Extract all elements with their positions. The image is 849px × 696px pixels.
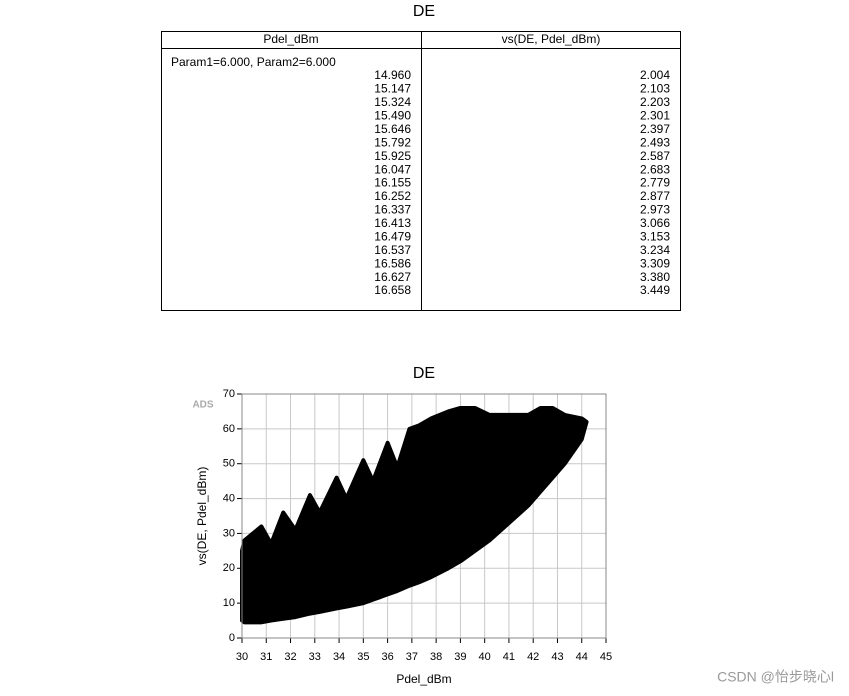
x-tick-label: 42 xyxy=(527,651,539,663)
table-rows: 14.960 2.004 15.147 2.103 15.324 2.203 15.490 2… xyxy=(374,68,670,297)
cell: 16.413 xyxy=(374,216,411,230)
y-tick-label: 10 xyxy=(223,597,235,609)
cell: 3.309 xyxy=(640,256,670,270)
cell: 16.658 xyxy=(374,283,411,297)
cell: 3.234 xyxy=(640,243,670,257)
cell: 2.973 xyxy=(640,203,670,217)
cell: 15.490 xyxy=(374,108,411,122)
plot-frame xyxy=(241,393,607,639)
cell: 16.586 xyxy=(374,256,411,270)
x-tick-label: 41 xyxy=(503,651,515,663)
cell: 2.779 xyxy=(640,176,670,190)
data-band xyxy=(240,405,589,625)
x-tick-label: 39 xyxy=(454,651,466,663)
cell: 3.066 xyxy=(640,216,670,230)
x-tick-label: 45 xyxy=(600,651,612,663)
column-header: Pdel_dBm xyxy=(263,32,318,46)
watermark: ADS xyxy=(192,400,213,411)
y-tick-label: 50 xyxy=(223,458,235,470)
y-tick-label: 30 xyxy=(223,527,235,539)
x-tick-label: 34 xyxy=(333,651,345,663)
cell: 15.792 xyxy=(374,135,411,149)
cell: 16.337 xyxy=(374,203,411,217)
cell: 15.925 xyxy=(374,149,411,163)
y-axis-label: vs(DE, Pdel_dBm) xyxy=(195,467,209,566)
plot: 30 31 32 33 34 35 36 37 38 39 40 41 42 43 44 45 0 10 20 30 4… xyxy=(223,388,612,663)
cell: 14.960 xyxy=(374,68,411,82)
x-tick-label: 32 xyxy=(284,651,296,663)
y-tick-label: 0 xyxy=(229,632,235,644)
cell: 2.587 xyxy=(640,149,670,163)
cell: 16.479 xyxy=(374,229,411,243)
x-axis-label: Pdel_dBm xyxy=(396,672,451,686)
cell: 16.155 xyxy=(374,176,411,190)
cell: 2.004 xyxy=(640,68,670,82)
x-tick-label: 43 xyxy=(551,651,563,663)
cell: 2.493 xyxy=(640,135,670,149)
y-tick-label: 20 xyxy=(223,562,235,574)
x-tick-label: 33 xyxy=(309,651,321,663)
cell: 2.301 xyxy=(640,108,670,122)
x-tick-label: 35 xyxy=(357,651,369,663)
cell: 16.252 xyxy=(374,189,411,203)
x-tick-label: 37 xyxy=(406,651,418,663)
y-tick-label: 70 xyxy=(223,388,235,400)
chart-title: DE xyxy=(413,365,435,382)
cell: 3.153 xyxy=(640,229,670,243)
x-tick-label: 44 xyxy=(576,651,588,663)
y-tick-label: 60 xyxy=(223,423,235,435)
cell: 3.449 xyxy=(640,283,670,297)
x-tick-label: 38 xyxy=(430,651,442,663)
x-tick-label: 31 xyxy=(260,651,272,663)
cell: 15.324 xyxy=(374,95,411,109)
cell: 3.380 xyxy=(640,270,670,284)
x-tick-label: 36 xyxy=(381,651,393,663)
cell: 2.683 xyxy=(640,162,670,176)
group-label: Param1=6.000, Param2=6.000 xyxy=(171,55,336,69)
cell: 16.627 xyxy=(374,270,411,284)
cell: 15.646 xyxy=(374,122,411,136)
y-tick-label: 40 xyxy=(223,492,235,504)
cell: 2.397 xyxy=(640,122,670,136)
x-tick-label: 40 xyxy=(479,651,491,663)
cell: 2.103 xyxy=(640,82,670,96)
table-title: DE xyxy=(413,3,435,20)
x-tick-label: 30 xyxy=(236,651,248,663)
cell: 16.537 xyxy=(374,243,411,257)
cell: 2.203 xyxy=(640,95,670,109)
cell: 15.147 xyxy=(374,82,411,96)
column-header: vs(DE, Pdel_dBm) xyxy=(502,32,601,46)
cell: 2.877 xyxy=(640,189,670,203)
cell: 16.047 xyxy=(374,162,411,176)
credit: CSDN @怡步晓心l xyxy=(717,669,834,685)
